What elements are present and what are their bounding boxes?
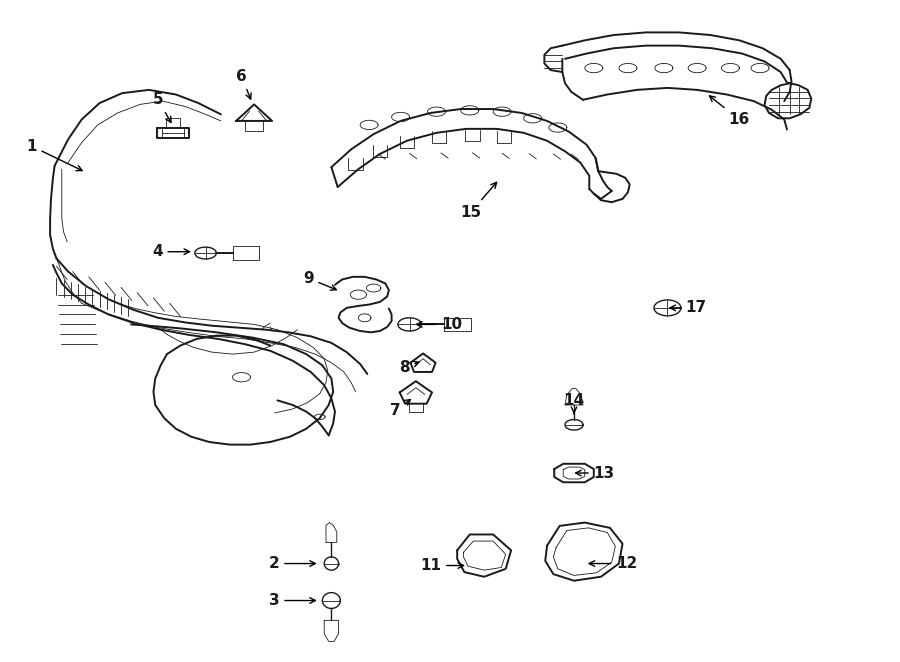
Text: 17: 17 — [670, 301, 706, 315]
Text: 11: 11 — [420, 558, 464, 573]
Text: 16: 16 — [709, 96, 750, 127]
Text: 5: 5 — [153, 92, 171, 122]
Text: 3: 3 — [268, 593, 315, 608]
Text: 14: 14 — [563, 393, 585, 414]
Text: 10: 10 — [417, 317, 462, 332]
Text: 7: 7 — [390, 400, 410, 418]
Text: 9: 9 — [302, 271, 337, 290]
Text: 15: 15 — [460, 182, 497, 220]
Text: 12: 12 — [590, 556, 637, 571]
Text: 13: 13 — [576, 465, 615, 481]
Text: 1: 1 — [26, 138, 82, 171]
Text: 2: 2 — [268, 556, 315, 571]
Text: 8: 8 — [399, 360, 419, 375]
Text: 4: 4 — [152, 244, 190, 260]
Text: 6: 6 — [236, 69, 251, 99]
